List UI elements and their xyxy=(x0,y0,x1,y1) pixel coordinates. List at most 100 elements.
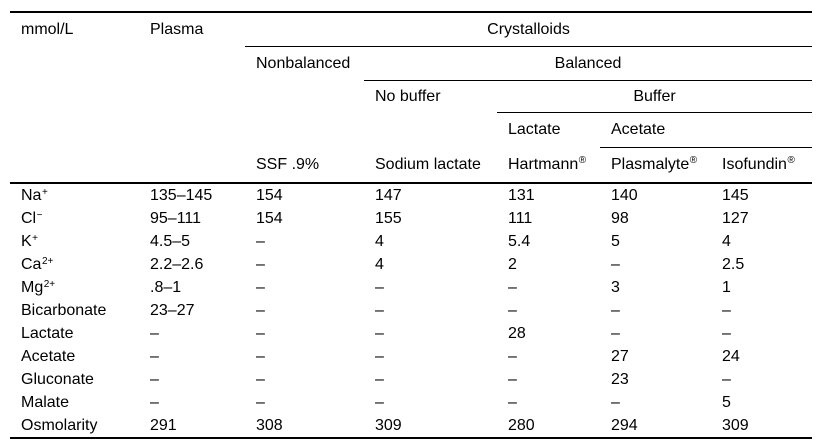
value-cell-sodium-lactate: – xyxy=(375,348,384,365)
value-cell-plasma: – xyxy=(150,325,159,342)
spacer-cell xyxy=(10,47,139,81)
spacer-cell xyxy=(139,47,245,81)
value-cell-plasma: 95–111 xyxy=(150,210,202,227)
value-cell-sodium-lactate: – xyxy=(375,279,384,296)
value-cell-isofundin: 4 xyxy=(722,233,731,250)
value-cell-sodium-lactate: – xyxy=(375,325,384,342)
header-row-1: mmol/L Plasma Crystalloids xyxy=(10,12,813,47)
value-cell-plasmalyte: – xyxy=(611,302,620,319)
group-header-lactate: Lactate xyxy=(508,121,561,139)
value-cell-isofundin: 2.5 xyxy=(722,256,745,273)
value-cell-plasma: 291 xyxy=(150,417,177,434)
value-cell-isofundin: 24 xyxy=(722,348,740,365)
value-cell-plasma: 4.5–5 xyxy=(150,233,191,250)
value-cell-isofundin: – xyxy=(722,302,731,319)
spacer-cell xyxy=(245,81,364,113)
registered-trademark-superscript: ® xyxy=(787,155,795,166)
group-header-nonbalanced: Nonbalanced xyxy=(256,54,351,72)
table-row: Cl− 95–111 154 155 111 98 127 xyxy=(10,207,812,230)
column-header-label: SSF .9% xyxy=(256,155,320,173)
header-row-3: No buffer Buffer xyxy=(10,80,813,113)
value-cell-plasma: 135–145 xyxy=(150,187,213,204)
row-label-text: Cl xyxy=(21,210,37,227)
spacer-cell xyxy=(139,81,245,113)
row-label-superscript: 2+ xyxy=(43,279,56,290)
value-cell-plasmalyte: 5 xyxy=(611,233,620,250)
row-label: Bicarbonate xyxy=(10,299,139,322)
row-label-text: Osmolarity xyxy=(21,417,98,434)
plasma-column-header: Plasma xyxy=(150,20,204,38)
value-cell-isofundin: 127 xyxy=(722,210,749,227)
row-label: Osmolarity xyxy=(10,414,139,438)
column-header-hartmann: Hartmann® xyxy=(497,147,600,184)
value-cell-plasmalyte: 23 xyxy=(611,371,629,388)
value-cell-hartmann: 131 xyxy=(508,187,535,204)
unit-header: mmol/L xyxy=(21,20,74,38)
header-row-4: Lactate Acetate xyxy=(10,112,813,148)
value-cell-hartmann: – xyxy=(508,348,517,365)
value-cell-ssf: 154 xyxy=(256,187,283,204)
value-cell-sodium-lactate: 4 xyxy=(375,233,384,250)
value-cell-plasma: – xyxy=(150,348,159,365)
value-cell-hartmann: 2 xyxy=(508,256,517,273)
value-cell-isofundin: 145 xyxy=(722,187,749,204)
value-cell-plasmalyte: – xyxy=(611,325,620,342)
table-row: K+ 4.5–5 – 4 5.4 5 4 xyxy=(10,230,812,253)
value-cell-ssf: 308 xyxy=(256,417,283,434)
spacer-cell xyxy=(10,147,139,184)
value-cell-plasma: .8–1 xyxy=(150,279,182,296)
column-header-isofundin: Isofundin® xyxy=(711,147,813,184)
value-cell-ssf: 154 xyxy=(256,210,283,227)
comparison-table: mmol/L Plasma Crystalloids Nonbalanced B… xyxy=(10,11,813,439)
table-row: Mg2+ .8–1 – – – 3 1 xyxy=(10,276,812,299)
value-cell-sodium-lactate: 4 xyxy=(375,256,384,273)
value-cell-sodium-lactate: – xyxy=(375,394,384,411)
value-cell-sodium-lactate: – xyxy=(375,302,384,319)
row-label-text: Gluconate xyxy=(21,371,94,388)
header-row-5: SSF .9% Sodium lactate Hartmann® Plasmal… xyxy=(10,147,813,184)
table-row: Bicarbonate 23–27 – – – – – xyxy=(10,299,812,322)
header-row-2: Nonbalanced Balanced xyxy=(10,46,813,81)
group-header-buffer: Buffer xyxy=(497,80,813,113)
table-body: Na+ 135–145 154 147 131 140 145 Cl− 95–1… xyxy=(10,183,812,438)
group-header-balanced: Balanced xyxy=(364,46,813,81)
row-label-text: Na xyxy=(21,187,42,204)
row-label: Lactate xyxy=(10,322,139,345)
value-cell-ssf: – xyxy=(256,279,265,296)
row-label-text: Ca xyxy=(21,256,42,273)
group-header-acetate: Acetate xyxy=(600,112,813,148)
column-header-plasmalyte: Plasmalyte® xyxy=(600,147,711,184)
row-label-text: Acetate xyxy=(21,348,76,365)
value-cell-ssf: – xyxy=(256,371,265,388)
row-label-superscript: + xyxy=(32,233,39,244)
value-cell-plasma: – xyxy=(150,394,159,411)
table-row: Acetate – – – – 27 24 xyxy=(10,345,812,368)
spacer-cell xyxy=(364,113,497,148)
value-cell-ssf: – xyxy=(256,233,265,250)
table-row: Na+ 135–145 154 147 131 140 145 xyxy=(10,183,812,207)
table-header: mmol/L Plasma Crystalloids Nonbalanced B… xyxy=(10,12,813,184)
row-label-text: Mg xyxy=(21,279,44,296)
spacer-cell xyxy=(139,113,245,148)
value-cell-plasmalyte: 27 xyxy=(611,348,629,365)
column-header-sodium-lactate: Sodium lactate xyxy=(364,147,497,184)
value-cell-isofundin: – xyxy=(722,325,731,342)
value-cell-isofundin: 1 xyxy=(722,279,731,296)
value-cell-sodium-lactate: 155 xyxy=(375,210,402,227)
value-cell-plasma: 23–27 xyxy=(150,302,195,319)
row-label-superscript: 2+ xyxy=(41,256,54,267)
value-cell-ssf: – xyxy=(256,394,265,411)
value-cell-plasma: – xyxy=(150,371,159,388)
table-row: Lactate – – – 28 – – xyxy=(10,322,812,345)
value-cell-plasmalyte: 294 xyxy=(611,417,638,434)
value-cell-plasma: 2.2–2.6 xyxy=(150,256,204,273)
spacer-cell xyxy=(245,113,364,148)
crystalloids-composition-table: mmol/L Plasma Crystalloids Nonbalanced B… xyxy=(10,11,813,439)
row-label-text: Bicarbonate xyxy=(21,302,107,319)
table-row: Osmolarity 291 308 309 280 294 309 xyxy=(10,414,812,438)
row-label-text: Lactate xyxy=(21,325,74,342)
row-label-text: Malate xyxy=(21,394,70,411)
value-cell-hartmann: – xyxy=(508,394,517,411)
registered-trademark-superscript: ® xyxy=(689,155,698,166)
table-row: Malate – – – – – 5 xyxy=(10,391,812,414)
